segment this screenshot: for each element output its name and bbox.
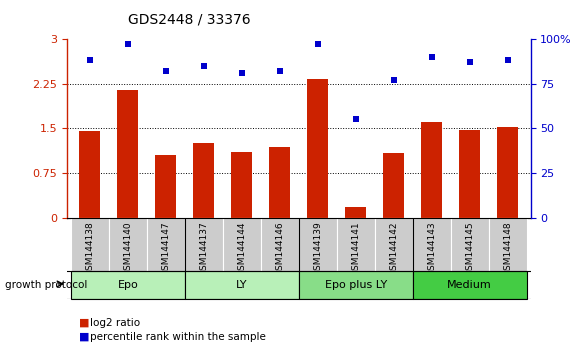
Text: log2 ratio: log2 ratio	[90, 318, 141, 328]
Text: GSM144142: GSM144142	[389, 221, 398, 275]
Text: ■: ■	[79, 332, 89, 342]
Text: Epo: Epo	[117, 280, 138, 290]
Bar	[71, 218, 109, 271]
Point	[427, 54, 437, 59]
Text: GSM144140: GSM144140	[124, 221, 132, 276]
Point	[389, 77, 398, 83]
Point	[161, 68, 170, 74]
Text: GSM144138: GSM144138	[85, 221, 94, 276]
Bar	[117, 90, 138, 218]
Bar	[383, 153, 404, 218]
Bar	[261, 218, 299, 271]
Bar	[147, 218, 185, 271]
Bar	[71, 271, 185, 299]
Text: GSM144141: GSM144141	[352, 221, 360, 276]
Bar	[451, 218, 489, 271]
Text: Epo plus LY: Epo plus LY	[325, 280, 387, 290]
Bar	[497, 127, 518, 218]
Point	[313, 41, 322, 47]
Text: GDS2448 / 33376: GDS2448 / 33376	[128, 12, 251, 27]
Point	[465, 59, 475, 65]
Bar	[413, 218, 451, 271]
Text: GSM144144: GSM144144	[237, 221, 246, 275]
Text: GSM144145: GSM144145	[465, 221, 474, 276]
Bar	[345, 207, 366, 218]
Point	[351, 116, 360, 122]
Point	[237, 70, 247, 76]
Bar	[375, 218, 413, 271]
Bar	[79, 131, 100, 218]
Bar	[489, 218, 526, 271]
Bar	[422, 122, 442, 218]
Point	[85, 58, 94, 63]
Text: GSM144143: GSM144143	[427, 221, 436, 276]
Bar	[156, 155, 176, 218]
Bar	[299, 271, 413, 299]
Point	[199, 63, 209, 69]
Bar	[223, 218, 261, 271]
Text: GSM144147: GSM144147	[161, 221, 170, 276]
Bar	[269, 147, 290, 218]
Text: ■: ■	[79, 318, 89, 328]
Text: Medium: Medium	[447, 280, 492, 290]
Text: percentile rank within the sample: percentile rank within the sample	[90, 332, 266, 342]
Bar	[459, 130, 480, 218]
Bar	[194, 143, 215, 218]
Point	[123, 41, 132, 47]
Bar	[337, 218, 375, 271]
Bar	[185, 218, 223, 271]
Bar	[413, 271, 526, 299]
Text: GSM144137: GSM144137	[199, 221, 208, 276]
Bar	[299, 218, 337, 271]
Text: GSM144139: GSM144139	[313, 221, 322, 276]
Text: LY: LY	[236, 280, 248, 290]
Point	[503, 58, 512, 63]
Bar	[231, 152, 252, 218]
Text: GSM144146: GSM144146	[275, 221, 285, 276]
Bar	[185, 271, 299, 299]
Point	[275, 68, 285, 74]
Text: GSM144148: GSM144148	[503, 221, 512, 276]
Bar	[307, 79, 328, 218]
Text: growth protocol: growth protocol	[5, 280, 87, 290]
Bar	[109, 218, 147, 271]
